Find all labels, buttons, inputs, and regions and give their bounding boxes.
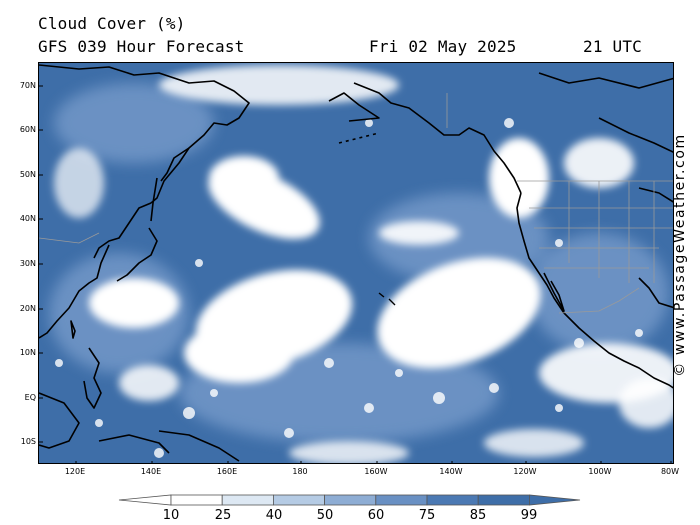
lon-label-120w: 120W xyxy=(513,467,537,476)
lon-label-140w: 140W xyxy=(439,467,463,476)
lat-label-50n: 50N xyxy=(19,170,36,179)
colorbar-swatch xyxy=(426,494,479,506)
colorbar-swatch xyxy=(477,494,530,506)
forecast-time: 21 UTC xyxy=(583,37,642,56)
forecast-date: Fri 02 May 2025 xyxy=(369,37,517,56)
colorbar-label-25: 25 xyxy=(214,508,232,523)
lat-label-20n: 20N xyxy=(19,304,36,313)
lat-label-40n: 40N xyxy=(19,214,36,223)
cloud-field xyxy=(49,65,673,463)
colorbar-swatch xyxy=(324,494,377,506)
colorbar-label-75: 75 xyxy=(418,508,436,523)
forecast-subtitle: GFS 039 Hour Forecast xyxy=(38,37,245,56)
colorbar-swatch xyxy=(170,494,223,506)
watermark: © www.PassageWeather.com xyxy=(672,133,688,377)
colorbar-label-60: 60 xyxy=(367,508,385,523)
lon-label-160w: 160W xyxy=(364,467,388,476)
colorbar-label-10: 10 xyxy=(162,508,180,523)
colorbar-label-40: 40 xyxy=(265,508,283,523)
lon-label-80w: 80W xyxy=(660,467,680,476)
country-borders xyxy=(39,93,673,314)
lat-label-60n: 60N xyxy=(19,125,36,134)
colorbar xyxy=(118,494,581,506)
lon-label-140e: 140E xyxy=(140,467,162,476)
lat-label-30n: 30N xyxy=(19,259,36,268)
cloud-cover-map xyxy=(38,62,674,464)
colorbar-swatch xyxy=(272,494,325,506)
colorbar-arrow-high xyxy=(528,494,581,506)
lon-label-120e: 120E xyxy=(64,467,86,476)
lat-label-10n: 10N xyxy=(19,348,36,357)
colorbar-label-99: 99 xyxy=(520,508,538,523)
lon-label-100w: 100W xyxy=(588,467,612,476)
lon-label-160e: 160E xyxy=(216,467,238,476)
colorbar-swatch xyxy=(375,494,428,506)
lat-label-eq: EQ xyxy=(24,393,36,402)
colorbar-label-50: 50 xyxy=(316,508,334,523)
map-canvas xyxy=(39,63,673,463)
colorbar-swatch xyxy=(221,494,274,506)
lat-label-70n: 70N xyxy=(19,81,36,90)
colorbar-arrow-low xyxy=(118,494,172,506)
map-title: Cloud Cover (%) xyxy=(38,14,186,33)
lon-label-180: 180 xyxy=(292,467,308,476)
lat-label-10s: 10S xyxy=(20,437,36,446)
colorbar-label-85: 85 xyxy=(469,508,487,523)
graticule-ticks xyxy=(39,85,672,463)
